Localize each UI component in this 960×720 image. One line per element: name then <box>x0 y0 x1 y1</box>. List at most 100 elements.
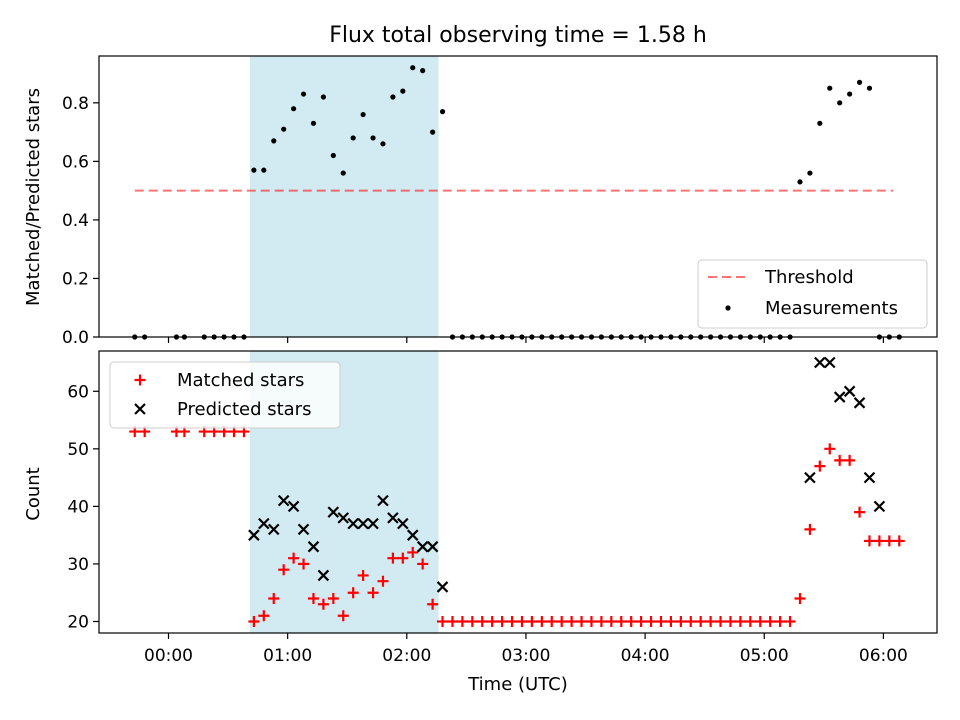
matched-star-marker <box>347 587 359 599</box>
predicted-star-marker <box>258 517 270 530</box>
matched-star-marker <box>357 569 369 581</box>
measurement-point <box>251 167 257 173</box>
x-tick-label: 01:00 <box>263 646 312 666</box>
top-y-axis-label: Matched/Predicted stars <box>23 88 44 306</box>
bottom-y-axis-label: Count <box>23 467 44 520</box>
predicted-star-marker <box>337 512 350 524</box>
matched-star-marker <box>536 615 548 627</box>
matched-star-marker <box>417 558 429 570</box>
matched-star-marker <box>883 535 895 547</box>
matched-star-marker <box>516 615 528 627</box>
x-tick-label: 03:00 <box>501 646 550 666</box>
legend-threshold-label: Threshold <box>764 267 854 288</box>
top-y-tick-label: 0.0 <box>62 328 89 348</box>
measurement-point <box>370 135 376 141</box>
matched-star-marker <box>446 615 458 627</box>
measurement-point <box>827 85 833 91</box>
x-tick-label: 05:00 <box>740 646 789 666</box>
measurement-point <box>837 100 843 106</box>
matched-star-marker <box>546 615 558 627</box>
predicted-star-marker <box>853 397 866 409</box>
measurement-point <box>300 91 307 97</box>
matched-star-marker <box>496 615 508 627</box>
measurement-point <box>797 179 803 185</box>
matched-star-marker <box>744 615 756 627</box>
matched-star-marker <box>486 615 498 627</box>
legend-matched-swatch <box>134 374 146 386</box>
matched-star-marker <box>605 615 617 627</box>
predicted-star-marker <box>307 540 320 553</box>
matched-star-marker <box>814 460 826 472</box>
matched-star-marker <box>675 615 687 627</box>
predicted-star-marker <box>317 569 330 582</box>
matched-star-marker <box>715 615 727 627</box>
matched-star-marker <box>258 610 270 622</box>
matched-star-marker <box>387 552 399 564</box>
matched-star-marker <box>764 615 776 627</box>
matched-star-marker <box>804 523 816 535</box>
x-tick-label: 00:00 <box>144 646 193 666</box>
matched-star-marker <box>556 615 568 627</box>
predicted-star-marker <box>287 500 300 513</box>
predicted-star-marker <box>387 512 399 524</box>
matched-star-marker <box>625 615 637 627</box>
matched-star-marker <box>665 615 677 627</box>
matched-star-marker <box>337 610 349 622</box>
measurement-point <box>380 141 386 147</box>
bottom-y-tick-label: 40 <box>67 497 89 517</box>
matched-star-marker <box>794 592 806 604</box>
measurement-point <box>847 91 853 97</box>
matched-star-marker <box>268 592 280 604</box>
legend-measurement-swatch <box>725 305 731 311</box>
bottom-y-tick-label: 60 <box>67 382 89 402</box>
matched-star-marker <box>734 615 746 627</box>
predicted-star-marker <box>833 391 846 403</box>
matched-star-marker <box>407 546 419 558</box>
matched-star-marker <box>437 615 449 627</box>
top-y-tick-label: 0.8 <box>62 94 89 114</box>
measurement-point <box>430 129 436 135</box>
matched-star-marker <box>615 615 627 627</box>
top-panel: 0.0 0.2 0.4 0.6 0.8 Threshold Measurements <box>62 55 938 348</box>
matched-star-marker <box>784 615 796 627</box>
bottom-panel: 20 30 40 50 60 00:00 01:00 02:00 03:00 04:00 05:00… <box>67 350 938 666</box>
matched-star-marker <box>824 443 836 455</box>
predicted-star-marker <box>863 471 876 484</box>
matched-star-marker <box>476 615 488 627</box>
measurement-point <box>866 85 873 91</box>
predicted-star-marker <box>277 494 290 507</box>
matched-star-marker <box>655 615 667 627</box>
bottom-legend <box>109 361 341 429</box>
predicted-star-marker <box>843 385 856 398</box>
measurement-point <box>400 88 406 94</box>
matched-star-marker <box>834 454 846 466</box>
predicted-star-marker <box>823 356 836 369</box>
legend-predicted-swatch <box>134 403 146 415</box>
matched-star-marker <box>705 615 717 627</box>
x-tick-label: 06:00 <box>859 646 908 666</box>
predicted-star-marker <box>327 506 340 518</box>
top-observing-band <box>249 56 439 337</box>
matched-star-marker <box>456 615 468 627</box>
measurement-point <box>807 170 813 176</box>
measurement-point <box>330 152 336 159</box>
measurement-point <box>281 126 287 132</box>
predicted-star-marker <box>814 356 826 369</box>
matched-star-marker <box>427 598 439 610</box>
legend-measurement-label: Measurements <box>765 298 898 319</box>
measurement-point <box>390 94 396 100</box>
measurement-point <box>310 120 317 126</box>
x-axis-label: Time (UTC) <box>467 674 568 695</box>
matched-star-marker <box>397 552 409 564</box>
predicted-star-marker <box>267 523 280 536</box>
measurement-point <box>410 65 416 71</box>
matched-star-marker <box>298 558 310 570</box>
top-axes-frame <box>98 55 938 338</box>
top-y-tick-label: 0.2 <box>62 269 89 289</box>
predicted-star-marker <box>397 517 409 530</box>
predicted-star-marker <box>426 540 439 553</box>
matched-star-marker <box>367 587 379 599</box>
matched-star-marker <box>466 615 478 627</box>
matched-star-marker <box>774 615 786 627</box>
